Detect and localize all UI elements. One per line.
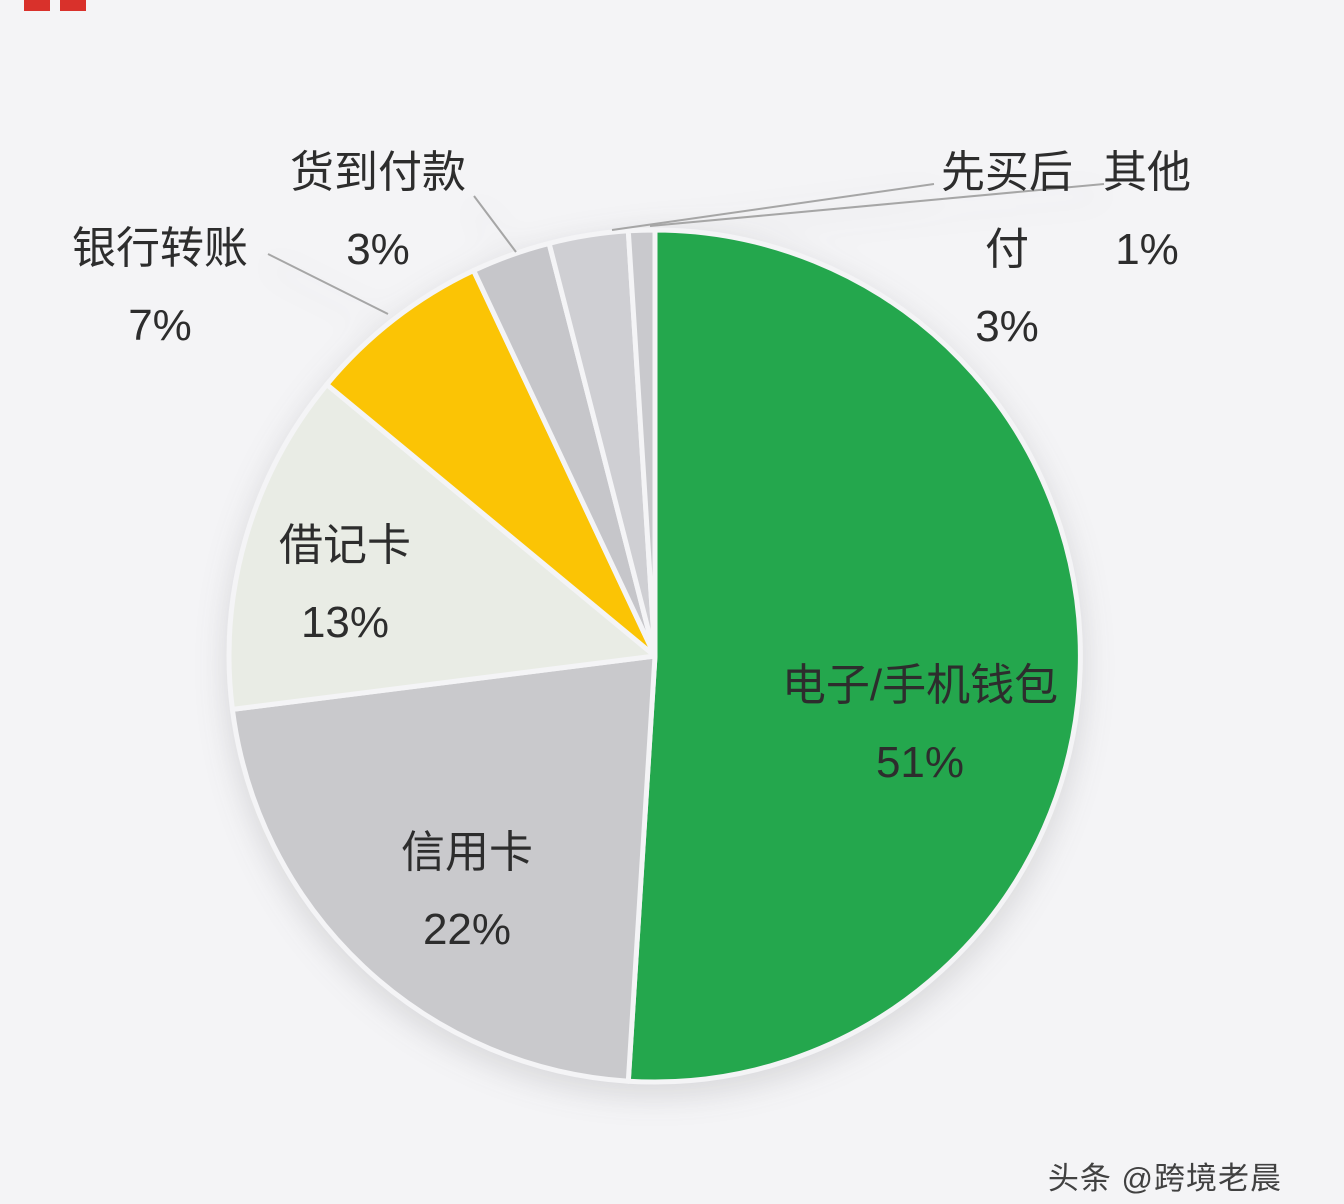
slice-name: 先买后付	[941, 148, 1073, 274]
slice-pct: 3%	[346, 225, 410, 274]
red-mark	[24, 0, 50, 11]
red-mark	[60, 0, 86, 11]
label-ewallet: 电子/手机钱包 51%	[782, 647, 1058, 801]
slice-pct: 13%	[300, 598, 390, 647]
label-buy-now-pay-later: 先买后付 3%	[932, 134, 1082, 365]
pie-slice-credit-card	[229, 653, 658, 1084]
pie-slice-bank-transfer	[324, 268, 658, 659]
slice-name: 借记卡	[279, 521, 411, 570]
leader-line-other	[649, 183, 1105, 227]
label-cash-on-delivery: 货到付款 3%	[290, 134, 466, 288]
slice-name: 信用卡	[401, 828, 533, 877]
label-bank-transfer: 银行转账 7%	[72, 210, 248, 364]
slice-pct: 1%	[1115, 225, 1179, 274]
leader-lines	[267, 183, 1105, 315]
slice-pct: 7%	[128, 301, 192, 350]
leader-line-bank-transfer	[267, 253, 389, 315]
label-credit-card: 信用卡 22%	[401, 814, 533, 968]
pie-slice-other	[625, 227, 658, 659]
slice-name: 银行转账	[72, 224, 248, 273]
label-other: 其他 1%	[1103, 134, 1191, 288]
watermark: 头条 @跨境老晨	[1047, 1161, 1282, 1196]
slice-pct: 3%	[975, 302, 1039, 351]
slice-name: 货到付款	[290, 148, 466, 197]
slice-pct: 51%	[875, 738, 965, 787]
pie-slices	[226, 227, 1083, 1085]
label-debit-card: 借记卡 13%	[279, 507, 411, 661]
slice-name: 其他	[1103, 148, 1191, 197]
slice-name: 电子/手机钱包	[781, 661, 1059, 710]
cropped-red-text-marks	[24, 0, 86, 11]
leader-line-cash-on-delivery	[473, 195, 517, 253]
leader-line-buy-now-pay-later	[611, 183, 935, 231]
slice-pct: 22%	[422, 905, 512, 954]
pie-slice-ewallet	[625, 227, 1083, 1085]
pie-slice-debit-card	[226, 382, 658, 712]
